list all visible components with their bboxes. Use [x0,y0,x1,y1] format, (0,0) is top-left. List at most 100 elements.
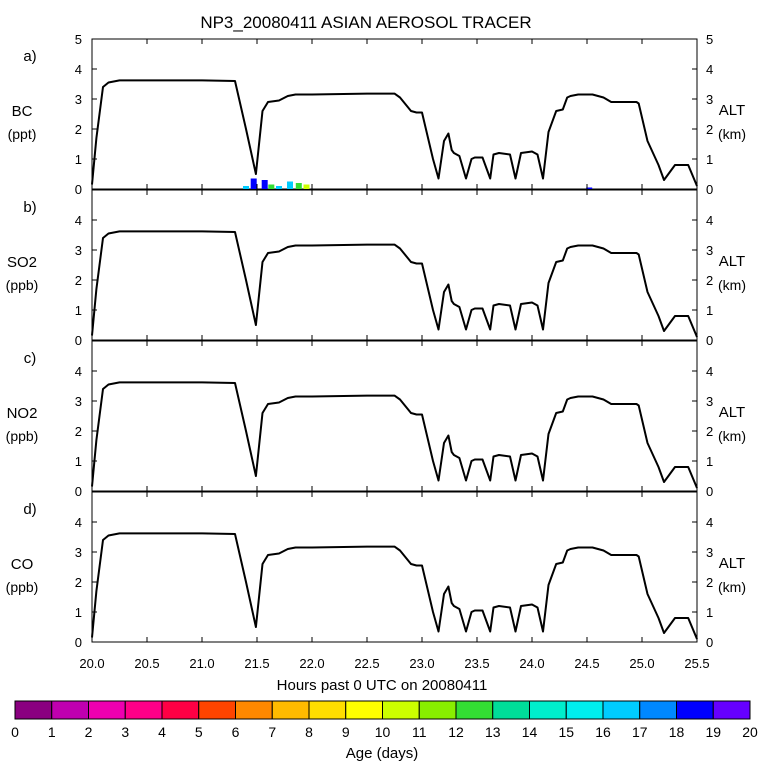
y-tick-label-right: 0 [706,182,713,197]
y-tick-label-left: 2 [75,575,82,590]
y-tick-label-right: 2 [706,122,713,137]
colorbar-tick-label: 16 [595,724,611,740]
x-tick-label: 21.5 [244,656,269,671]
tracer-bar [295,183,302,189]
panel-letter: c) [24,350,37,367]
tracer-bar [586,187,593,189]
colorbar-swatch [14,700,53,720]
y-tick-label-right: 3 [706,394,713,409]
y-tick-label-right: 3 [706,545,713,560]
y-tick-label-left: 1 [75,605,82,620]
y-tick-label-left: 4 [75,515,82,530]
x-tick-label: 20.5 [134,656,159,671]
y-tick-label-left: 1 [75,152,82,167]
x-tick-label: 20.0 [79,656,104,671]
colorbar-swatch [639,700,677,720]
y-axis-label-right: ALT [719,555,745,572]
y-tick-label-right: 2 [706,273,713,288]
y-axis-units-right: (km) [718,579,746,595]
tracer-bar [303,184,310,189]
y-axis-label: NO2 [7,405,38,422]
y-axis-label-right: ALT [719,404,745,421]
y-tick-label-left: 4 [75,364,82,379]
colorbar-tick-label: 7 [268,724,276,740]
colorbar-swatch [271,700,310,720]
panel-a: 0 1 2 3 4 5 0 1 2 3 4 5 a) BC (ppt) ALT (km) [8,32,746,197]
y-tick-label-left: 5 [75,32,82,47]
colorbar-swatch [602,700,641,720]
y-axis-label: CO [11,556,34,573]
colorbar-tick-label: 6 [232,724,240,740]
y-axis-units: (ppt) [8,126,37,142]
plot-frame [91,340,698,492]
plot-frame [91,189,698,341]
colorbar-tick-label: 9 [342,724,350,740]
colorbar-tick-label: 0 [11,724,19,740]
panel-letter: b) [23,199,36,216]
colorbar-swatch [455,700,494,720]
colorbar-tick-label: 17 [632,724,648,740]
x-tick-label: 25.5 [684,656,709,671]
y-tick-label-right: 0 [706,484,713,499]
y-tick-label-left: 2 [75,424,82,439]
x-tick-label: 22.0 [299,656,324,671]
y-tick-label-right: 1 [706,303,713,318]
plot-frame [91,491,698,643]
colorbar-tick-label: 20 [742,724,758,740]
colorbar-swatch [676,700,714,720]
colorbar-label: Age (days) [346,745,419,762]
tracer-bar [287,181,293,189]
tracer-bar [250,178,257,189]
y-tick-label-right: 2 [706,424,713,439]
colorbar-tick-label: 4 [158,724,166,740]
y-axis-units: (ppb) [6,579,39,595]
altitude-line [91,532,698,640]
chart-title: NP3_20080411 ASIAN AEROSOL TRACER [200,13,531,32]
tracer-bar [261,180,268,189]
y-tick-label-left: 2 [75,273,82,288]
y-tick-label-right: 4 [706,213,713,228]
y-tick-label-right: 0 [706,333,713,348]
y-axis-label-right: ALT [719,253,745,270]
y-tick-label-right: 1 [706,605,713,620]
y-tick-label-right: 4 [706,62,713,77]
panel-d: 0 1 2 3 4 0 1 2 3 4 d) CO (ppb) ALT (km) [6,491,746,650]
altitude-line [91,79,698,187]
colorbar-swatch [345,700,383,720]
colorbar: 0 1 2 3 4 5 6 7 8 9 10 11 12 13 14 15 16 17 18 19 20 [11,700,758,740]
panel-b: 0 1 2 3 4 0 1 2 3 4 b) SO2 (ppb) ALT (km) [6,189,746,348]
y-tick-label-right: 1 [706,152,713,167]
y-tick-label-right: 4 [706,515,713,530]
y-tick-label-left: 3 [75,545,82,560]
y-axis-units: (ppb) [6,277,39,293]
x-tick-label: 23.0 [409,656,434,671]
y-tick-label-left: 3 [75,243,82,258]
tracer-bar [276,186,282,189]
y-axis-label-right: ALT [719,102,745,119]
y-tick-label-right: 0 [706,635,713,650]
x-tick-label: 23.5 [464,656,489,671]
y-tick-label-left: 0 [75,484,82,499]
tracer-bar [243,186,249,189]
colorbar-tick-label: 14 [522,724,538,740]
colorbar-tick-label: 15 [558,724,574,740]
panels: 0 1 2 3 4 5 0 1 2 3 4 5 a) BC (ppt) ALT (km) 0 1 2 3 4 0 1 2 3 4 b)… [6,32,746,650]
y-tick-label-right: 1 [706,454,713,469]
colorbar-tick-label: 13 [485,724,501,740]
colorbar-swatch [308,700,347,720]
y-tick-label-left: 3 [75,92,82,107]
y-tick-label-left: 0 [75,333,82,348]
altitude-line [91,230,698,338]
y-axis-units-right: (km) [718,126,746,142]
plot-frame [91,38,698,190]
colorbar-tick-label: 2 [85,724,93,740]
altitude-line [91,381,698,489]
colorbar-tick-label: 5 [195,724,203,740]
x-axis-label: Hours past 0 UTC on 20080411 [277,677,488,694]
tracer-bar [268,184,275,189]
y-axis-label: BC [12,103,33,120]
y-tick-label-left: 0 [75,182,82,197]
y-axis-label: SO2 [7,254,37,271]
y-tick-label-left: 4 [75,213,82,228]
